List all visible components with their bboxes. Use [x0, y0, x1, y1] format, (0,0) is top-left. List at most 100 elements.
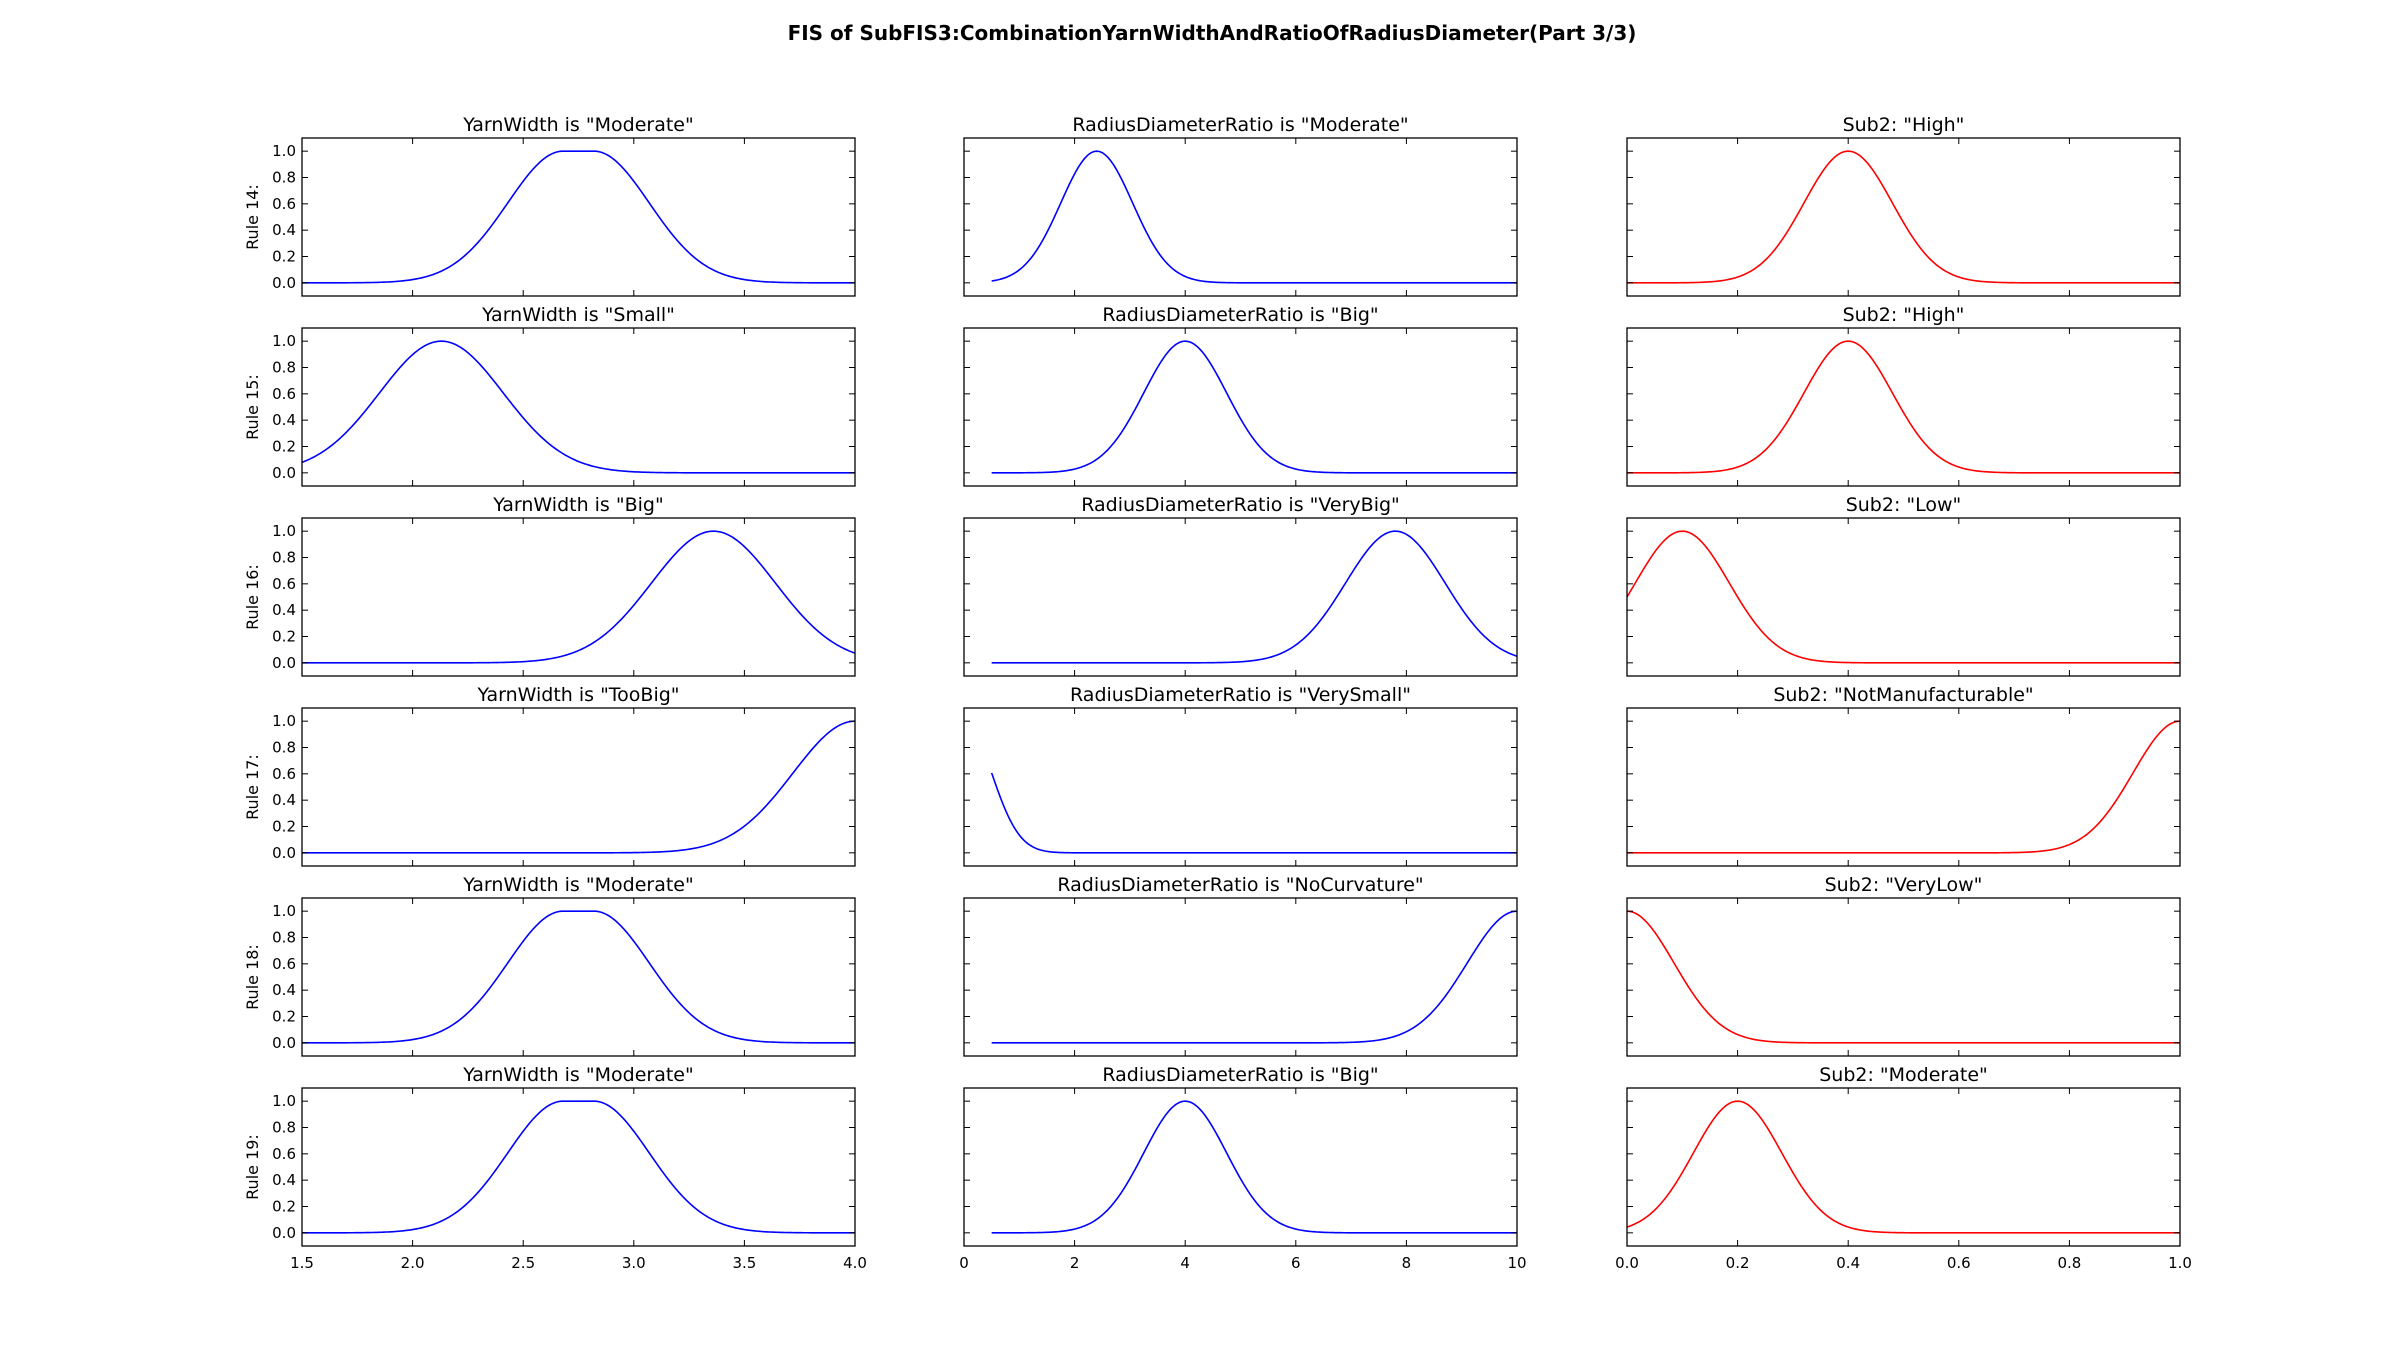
subplot-title: YarnWidth is "Moderate": [462, 874, 693, 896]
x-tick-label: 2.5: [511, 1254, 535, 1272]
subplot-title: Sub2: "VeryLow": [1825, 874, 1983, 896]
y-tick-label: 1.0: [272, 142, 296, 160]
axes-frame: [301, 1087, 856, 1247]
x-tick-label: 2: [1070, 1254, 1080, 1272]
x-tick-label: 1.0: [2168, 1254, 2192, 1272]
subplot: RadiusDiameterRatio is "VerySmall": [963, 684, 1518, 867]
y-tick-label: 1.0: [272, 712, 296, 730]
membership-curve: [302, 150, 855, 284]
rule-label: Rule 17:: [243, 754, 262, 820]
axes-frame: [1626, 137, 2181, 297]
y-tick-label: 1.0: [272, 332, 296, 350]
y-tick-label: 0.8: [272, 929, 296, 947]
subplot: RadiusDiameterRatio is "VeryBig": [963, 494, 1518, 677]
y-tick-label: 1.0: [272, 902, 296, 920]
membership-curve: [1626, 910, 2180, 1044]
membership-curve: [991, 530, 1518, 664]
subplot-title: YarnWidth is "TooBig": [476, 684, 679, 706]
x-tick-label: 4.0: [843, 1254, 867, 1272]
subplot-title: Sub2: "NotManufacturable": [1773, 684, 2033, 706]
membership-curve: [1626, 530, 2180, 664]
subplot-title: Sub2: "High": [1843, 114, 1965, 136]
membership-curve: [302, 910, 855, 1044]
y-tick-label: 0.4: [272, 981, 296, 999]
membership-curve: [990, 772, 1517, 854]
y-tick-label: 0.2: [272, 438, 296, 456]
subplot: Sub2: "High": [1626, 114, 2181, 297]
subplot: Sub2: "NotManufacturable": [1626, 684, 2181, 867]
subplot: Sub2: "Moderate" 0.0 0.2 0.4 0.6 0.8 1.0: [1615, 1064, 2192, 1272]
y-tick-label: 0.4: [272, 601, 296, 619]
membership-curve: [991, 340, 1517, 474]
subplot: RadiusDiameterRatio is "Big" 0 2 4 6 8 10: [959, 1064, 1526, 1272]
membership-curve: [301, 340, 855, 474]
y-tick-label: 0.0: [272, 844, 296, 862]
subplot-title: RadiusDiameterRatio is "Big": [1102, 304, 1378, 326]
axes-frame: [1626, 1087, 2181, 1247]
x-tick-label: 0.0: [1615, 1254, 1639, 1272]
y-tick-label: 0.0: [272, 1224, 296, 1242]
y-tick-label: 0.8: [272, 1119, 296, 1137]
x-tick-label: 0.6: [1947, 1254, 1971, 1272]
membership-curve: [1627, 340, 2180, 474]
y-tick-label: 0.4: [272, 411, 296, 429]
subplot: Sub2: "High": [1626, 304, 2181, 487]
y-tick-label: 1.0: [272, 522, 296, 540]
axes-frame: [301, 137, 856, 297]
axes-frame: [963, 137, 1518, 297]
subplot: RadiusDiameterRatio is "Moderate": [963, 114, 1518, 297]
y-tick-label: 0.8: [272, 359, 296, 377]
axes-frame: [963, 517, 1518, 677]
rule-label: Rule 14:: [243, 184, 262, 250]
x-tick-label: 1.5: [290, 1254, 314, 1272]
axes-frame: [301, 707, 856, 867]
y-tick-label: 0.4: [272, 221, 296, 239]
x-tick-label: 3.0: [622, 1254, 646, 1272]
y-tick-label: 0.4: [272, 791, 296, 809]
x-tick-label: 6: [1291, 1254, 1301, 1272]
rule-row: Rule 14: YarnWidth is "Moderate" 0.0 0.2 0.4…: [243, 114, 2181, 297]
x-tick-label: 0.8: [2057, 1254, 2081, 1272]
membership-curve: [991, 910, 1518, 1044]
axes-frame: [301, 897, 856, 1057]
x-tick-label: 2.0: [401, 1254, 425, 1272]
rule-label: Rule 16:: [243, 564, 262, 630]
subplot-title: RadiusDiameterRatio is "Moderate": [1072, 114, 1408, 136]
x-tick-label: 10: [1507, 1254, 1526, 1272]
subplot: Sub2: "VeryLow": [1626, 874, 2181, 1057]
subplot-grid: Rule 14: YarnWidth is "Moderate" 0.0 0.2 0.4…: [243, 114, 2192, 1272]
subplot: YarnWidth is "TooBig" 0.0 0.2 0.4 0.6 0.8 1.0: [272, 684, 856, 867]
y-tick-label: 0.6: [272, 765, 296, 783]
rule-row: Rule 19: YarnWidth is "Moderate" 0.0 0.2 0.4…: [243, 1064, 2192, 1272]
subplot-title: RadiusDiameterRatio is "Big": [1102, 1064, 1378, 1086]
y-tick-label: 1.0: [272, 1092, 296, 1110]
membership-curve: [991, 1100, 1517, 1234]
axes-frame: [963, 1087, 1518, 1247]
figure-title: FIS of SubFIS3:CombinationYarnWidthAndRa…: [788, 21, 1637, 45]
y-tick-label: 0.0: [272, 1034, 296, 1052]
y-tick-label: 0.6: [272, 955, 296, 973]
y-tick-label: 0.8: [272, 739, 296, 757]
y-tick-label: 0.2: [272, 818, 296, 836]
x-tick-label: 8: [1402, 1254, 1412, 1272]
x-tick-label: 0.2: [1726, 1254, 1750, 1272]
axes-frame: [963, 707, 1518, 867]
subplot: YarnWidth is "Big" 0.0 0.2 0.4 0.6 0.8 1.0: [272, 494, 856, 677]
subplot: YarnWidth is "Moderate" 0.0 0.2 0.4 0.6 0.8 1.…: [272, 114, 856, 297]
y-tick-label: 0.8: [272, 549, 296, 567]
y-tick-label: 0.2: [272, 248, 296, 266]
subplot: YarnWidth is "Small" 0.0 0.2 0.4 0.6 0.8 1.0: [272, 304, 856, 487]
y-tick-label: 0.4: [272, 1171, 296, 1189]
axes-frame: [1626, 897, 2181, 1057]
y-tick-label: 0.8: [272, 169, 296, 187]
y-tick-label: 0.6: [272, 195, 296, 213]
subplot-title: RadiusDiameterRatio is "NoCurvature": [1057, 874, 1423, 896]
membership-curve: [302, 720, 856, 854]
subplot: YarnWidth is "Moderate" 0.0 0.2 0.4 0.6 0.8 1.…: [272, 1064, 867, 1272]
membership-curve: [302, 1100, 855, 1234]
y-tick-label: 0.0: [272, 654, 296, 672]
subplot: Sub2: "Low": [1626, 494, 2181, 677]
subplot-title: Sub2: "Moderate": [1819, 1064, 1988, 1086]
axes-frame: [1626, 707, 2181, 867]
